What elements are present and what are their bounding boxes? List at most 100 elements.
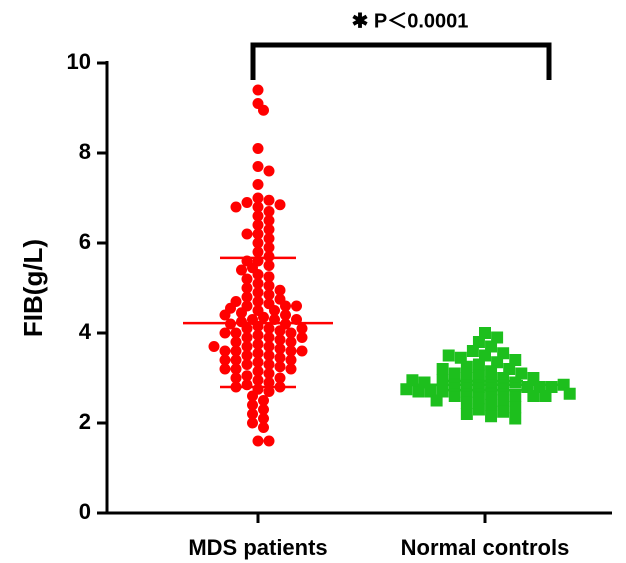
data-point	[241, 197, 253, 208]
data-point	[263, 233, 275, 244]
data-point	[460, 408, 473, 420]
data-point	[296, 345, 308, 357]
data-point	[263, 215, 275, 226]
data-point	[252, 84, 264, 96]
data-point	[412, 385, 425, 398]
data-point	[285, 354, 297, 366]
data-point	[527, 372, 540, 384]
data-point	[472, 392, 485, 405]
y-tick-label: 0	[79, 499, 91, 524]
data-point	[252, 278, 264, 289]
data-point	[509, 390, 522, 402]
data-point	[263, 341, 275, 352]
data-point	[219, 327, 231, 339]
data-point	[448, 367, 461, 380]
data-point	[252, 161, 264, 172]
data-point	[274, 199, 286, 211]
data-point	[252, 347, 264, 359]
significance-label: ✱ P＜0.0001	[352, 10, 469, 32]
data-point	[252, 356, 264, 368]
data-point	[436, 363, 449, 375]
data-point	[285, 345, 297, 357]
y-axis-label: FIB(g/L)	[18, 239, 48, 337]
data-point	[241, 359, 253, 370]
significance-bracket	[250, 42, 552, 80]
data-point	[252, 143, 264, 154]
data-point	[472, 369, 485, 382]
data-point	[241, 370, 253, 382]
data-point	[263, 332, 275, 343]
data-point	[430, 394, 443, 407]
data-point	[460, 385, 473, 398]
data-point	[241, 323, 253, 334]
data-point	[236, 264, 247, 276]
data-point	[274, 284, 286, 296]
data-point	[263, 289, 275, 301]
data-point	[252, 246, 264, 258]
data-point	[263, 242, 275, 253]
data-point	[436, 374, 449, 387]
data-point	[219, 363, 231, 375]
data-point	[252, 374, 264, 386]
data-point	[258, 104, 269, 116]
data-point	[258, 422, 269, 433]
data-point	[485, 410, 498, 423]
data-point	[448, 390, 461, 402]
x-tick-label: Normal controls	[401, 535, 570, 560]
data-point	[460, 396, 473, 409]
data-point	[263, 386, 275, 397]
data-point	[539, 390, 552, 402]
data-point	[274, 361, 286, 373]
data-point	[285, 363, 297, 375]
data-point	[252, 219, 264, 231]
data-point	[258, 413, 269, 424]
data-point	[263, 377, 275, 388]
data-point	[263, 359, 275, 370]
data-point	[285, 336, 297, 348]
data-point	[263, 251, 275, 262]
data-point	[263, 206, 275, 217]
data-point	[263, 271, 275, 283]
data-point	[563, 387, 576, 400]
data-point	[252, 365, 264, 377]
data-point	[258, 395, 269, 406]
data-point	[280, 300, 291, 312]
data-point	[485, 399, 498, 411]
data-point	[263, 260, 275, 271]
data-point	[509, 401, 522, 414]
data-point	[296, 323, 308, 334]
data-point	[274, 325, 286, 337]
data-point	[263, 194, 275, 206]
data-point	[219, 309, 231, 321]
data-point	[263, 323, 275, 334]
data-point	[230, 201, 242, 213]
data-point	[252, 329, 264, 341]
data-point	[252, 228, 264, 240]
data-point	[406, 374, 419, 387]
data-point	[472, 358, 485, 371]
data-point	[258, 311, 269, 323]
data-point	[208, 341, 220, 352]
data-point	[274, 372, 286, 384]
data-point	[263, 435, 275, 447]
data-point	[247, 390, 258, 402]
data-point	[252, 269, 264, 280]
data-point	[296, 332, 308, 343]
data-point	[252, 237, 264, 249]
data-point	[497, 405, 510, 418]
y-tick-label: 8	[79, 139, 91, 164]
data-point	[241, 228, 253, 240]
data-point	[241, 350, 253, 361]
data-point	[460, 360, 473, 373]
data-point	[230, 327, 242, 339]
data-point	[285, 327, 297, 339]
data-point	[241, 341, 253, 352]
data-point	[252, 435, 264, 447]
data-point	[247, 417, 258, 429]
data-point	[252, 201, 264, 213]
data-point	[442, 349, 455, 362]
data-point	[252, 296, 264, 307]
data-point	[527, 390, 540, 402]
data-point	[274, 352, 286, 364]
